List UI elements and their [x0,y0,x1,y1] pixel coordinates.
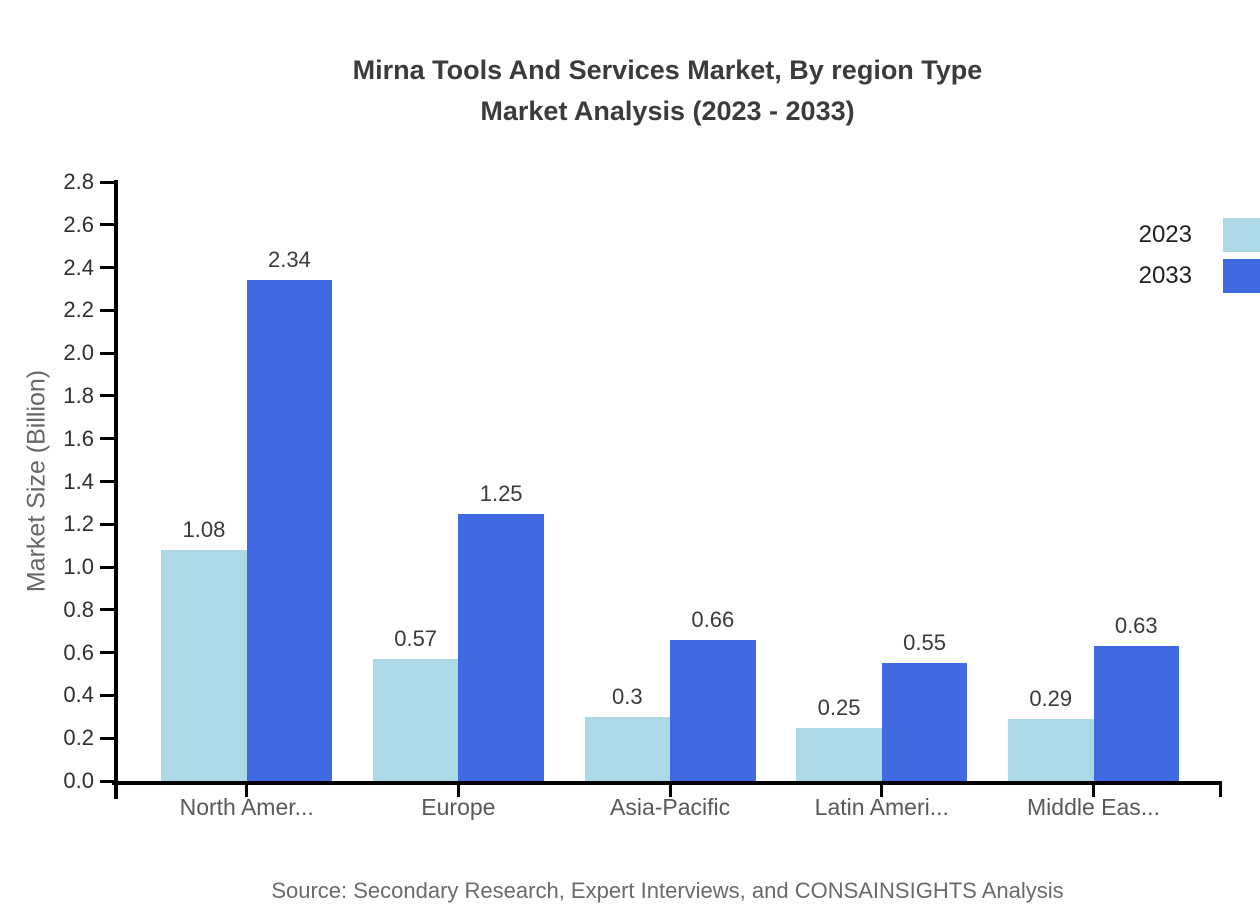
y-tick [100,693,114,697]
y-tick [100,480,114,483]
legend-item-2023: 2023 [1139,218,1260,252]
y-tick [100,651,114,655]
chart-title-line2: Market Analysis (2023 - 2033) [480,96,855,126]
bar-2023-Latin Ameri... [796,727,882,781]
y-tick-label: 0.6 [63,639,94,665]
chart-title-line1: Mirna Tools And Services Market, By regi… [352,55,983,85]
y-tick [100,308,114,312]
value-label: 0.63 [1114,613,1158,639]
y-tick-label: 1.0 [63,554,94,580]
legend-label-2033: 2033 [1138,262,1192,289]
y-tick-label: 2.6 [63,211,94,237]
value-label: 2.34 [268,247,311,273]
y-tick [100,351,114,355]
y-tick-label: 0.4 [63,682,94,708]
y-tick [100,522,114,526]
legend-label-2023: 2023 [1138,221,1192,248]
y-tick [100,608,114,612]
source-note: Source: Secondary Research, Expert Inter… [271,878,1064,903]
bar-2023-North Amer... [161,549,247,781]
y-tick-label: 1.8 [63,382,94,408]
bar-2023-Europe [372,659,459,781]
value-label: 0.57 [394,626,438,652]
x-tick [456,783,460,797]
x-axis-line [112,781,1222,785]
bar-2023-Asia-Pacific [584,716,671,781]
y-tick [100,180,114,184]
y-tick [100,565,114,569]
y-tick [100,736,114,740]
legend-swatch-2033-icon [1223,259,1260,293]
y-tick [100,437,114,441]
value-label: 0.25 [817,694,861,720]
x-tick [245,783,249,797]
x-tick-end [1219,783,1222,797]
y-tick [100,779,114,783]
chart-title: Mirna Tools And Services Market, By regi… [75,50,1260,132]
y-tick [100,223,114,227]
category-label: North Amer... [179,794,314,820]
bar-2023-Middle Eas... [1008,718,1094,781]
value-label: 0.3 [612,683,643,709]
bar-2033-Middle Eas... [1093,646,1179,781]
value-label: 0.29 [1029,685,1073,711]
bar-2033-North Amer... [246,280,333,781]
y-tick-label: 0.0 [63,768,94,793]
value-label: 0.55 [903,630,946,656]
y-tick-label: 2.8 [63,169,94,194]
value-label: 0.66 [691,606,735,632]
value-label: 1.08 [182,516,226,542]
y-tick-label: 1.6 [63,425,94,451]
category-label: Europe [421,794,496,820]
y-tick-label: 2.2 [63,297,94,323]
y-axis-line [114,180,118,799]
bar-2033-Europe [458,513,544,781]
bar-2033-Asia-Pacific [670,639,756,781]
y-tick [100,266,114,270]
legend-item-2033: 2033 [1139,259,1260,293]
y-tick-label: 1.4 [63,468,94,494]
legend-swatch-2023-icon [1223,218,1260,252]
y-tick [100,394,114,398]
category-label: Middle Eas... [1027,794,1160,820]
y-tick-label: 1.2 [63,511,94,537]
legend: 2023 2033 [1139,218,1260,300]
x-tick [880,783,884,797]
x-tick [668,783,672,797]
y-tick-label: 2.0 [63,340,94,366]
y-tick-label: 0.2 [63,725,94,751]
y-tick-label: 0.8 [63,596,94,622]
y-tick-label: 2.4 [63,254,94,280]
bar-2033-Latin Ameri... [881,663,968,781]
category-label: Asia-Pacific [610,794,731,820]
value-label: 1.25 [479,480,523,506]
x-tick [1092,783,1095,797]
category-label: Latin Ameri... [814,794,949,820]
